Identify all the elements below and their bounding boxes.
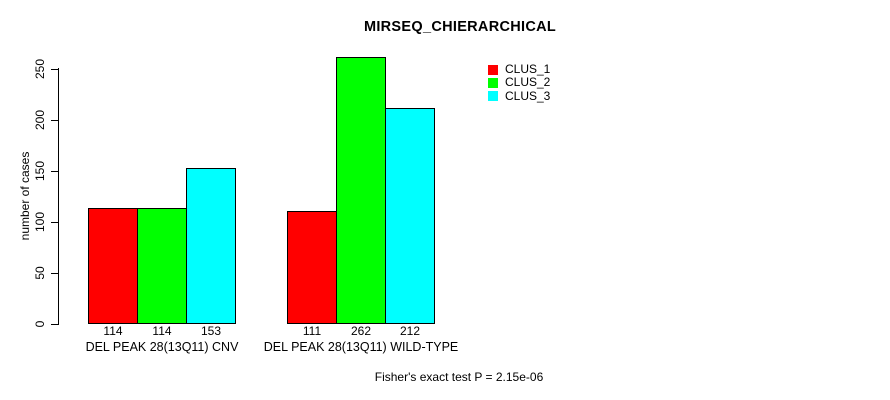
y-tick-label: 100 — [33, 211, 47, 233]
category-label: DEL PEAK 28(13Q11) CNV — [85, 340, 239, 354]
y-tick-mark — [51, 68, 58, 70]
legend-label: CLUS_3 — [505, 88, 551, 103]
legend-item: CLUS_2 — [488, 75, 551, 90]
legend-label: CLUS_2 — [505, 75, 551, 90]
y-tick-mark — [51, 119, 58, 121]
legend-item: CLUS_3 — [488, 88, 551, 103]
chart-legend: CLUS_1 CLUS_2 CLUS_3 — [488, 62, 551, 103]
y-tick-mark — [51, 170, 58, 172]
bar-value-label: 153 — [200, 324, 222, 338]
y-tick-label: 250 — [33, 58, 47, 80]
bar-value-label: 111 — [302, 324, 322, 338]
legend-item: CLUS_1 — [488, 62, 551, 76]
bar-clus_1-1 — [88, 208, 138, 324]
y-axis-title: number of cases — [18, 151, 32, 241]
bar-clus_3-2 — [385, 108, 435, 324]
y-tick-mark — [51, 221, 58, 223]
legend-label: CLUS_1 — [505, 62, 551, 76]
y-tick-label: 0 — [33, 320, 47, 328]
legend-swatch-icon — [488, 91, 498, 102]
bar-clus_1-2 — [287, 211, 337, 324]
bar-value-label: 114 — [103, 324, 123, 338]
bar-clus_3-1 — [186, 168, 236, 324]
chart-title: MIRSEQ_CHIERARCHICAL — [363, 19, 557, 35]
bar-clus_2-2 — [336, 57, 386, 324]
bar-value-label: 114 — [152, 324, 172, 338]
y-axis-line — [58, 68, 59, 325]
bar-clus_2-1 — [137, 208, 187, 324]
legend-swatch-icon — [488, 78, 498, 89]
bar-value-label: 262 — [350, 324, 372, 338]
category-label: DEL PEAK 28(13Q11) WILD-TYPE — [263, 340, 459, 354]
y-tick-label: 200 — [33, 109, 47, 131]
y-tick-mark — [51, 272, 58, 274]
y-tick-mark — [51, 323, 58, 325]
bar-value-label: 212 — [399, 324, 421, 338]
y-tick-label: 150 — [33, 160, 47, 182]
y-tick-label: 50 — [33, 266, 47, 280]
stat-note: Fisher's exact test P = 2.15e-06 — [374, 370, 544, 384]
legend-swatch-icon — [488, 64, 498, 75]
